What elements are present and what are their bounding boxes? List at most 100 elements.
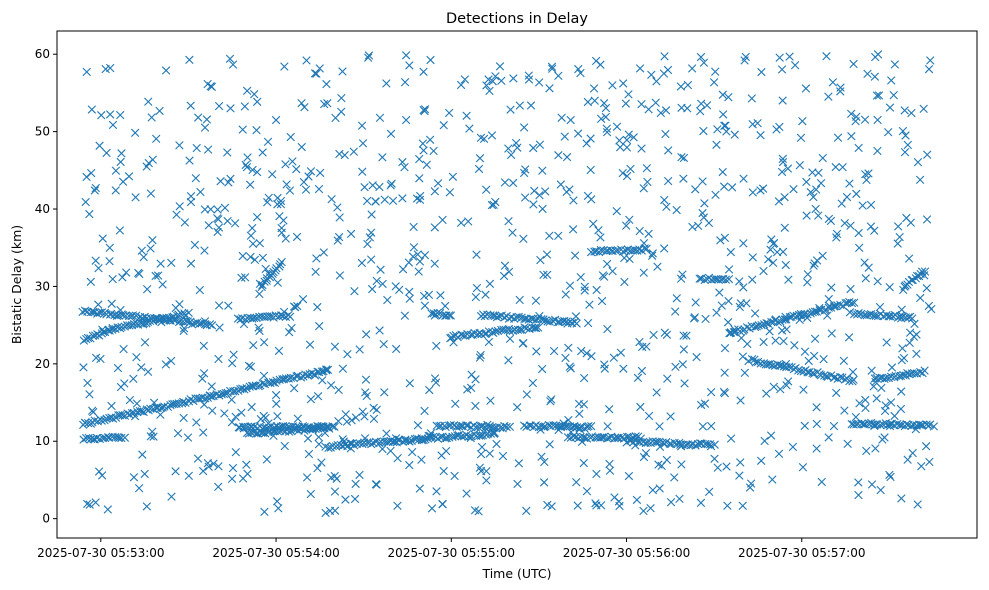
scatter-point: [771, 315, 780, 324]
scatter-point: [367, 228, 376, 237]
scatter-point: [683, 104, 692, 113]
scatter-point: [504, 216, 513, 226]
scatter-point: [401, 115, 411, 125]
scatter-point: [338, 435, 347, 444]
scatter-point: [586, 134, 595, 143]
scatter-point: [260, 507, 269, 517]
scatter-point: [116, 157, 125, 167]
scatter-point: [308, 425, 317, 434]
scatter-point: [603, 324, 612, 334]
scatter-point: [780, 192, 789, 202]
scatter-point: [167, 492, 176, 501]
scatter-point: [378, 153, 387, 162]
scatter-point: [202, 115, 212, 124]
scatter-point: [488, 77, 497, 86]
scatter-point: [80, 418, 90, 428]
scatter-point: [98, 234, 107, 243]
scatter-point: [173, 429, 183, 438]
scatter-point: [466, 383, 476, 393]
scatter-point: [852, 189, 861, 199]
track-point: [453, 332, 462, 342]
scatter-point: [843, 439, 852, 449]
scatter-point: [746, 479, 756, 488]
scatter-point: [314, 432, 323, 442]
scatter-point: [259, 371, 269, 380]
scatter-point: [778, 247, 788, 257]
scatter-point: [782, 381, 791, 390]
scatter-point: [712, 140, 721, 149]
scatter-point: [483, 420, 492, 430]
track-point: [908, 314, 917, 323]
scatter-point: [677, 460, 686, 469]
scatter-point: [583, 318, 593, 328]
scatter-point: [464, 217, 473, 226]
track-point: [514, 312, 524, 322]
scatter-point: [425, 385, 434, 395]
scatter-point: [802, 177, 811, 187]
scatter-point: [529, 200, 538, 209]
scatter-point: [105, 243, 114, 253]
scatter-point: [414, 267, 423, 276]
scatter-point: [860, 115, 870, 124]
scatter-point: [663, 176, 673, 186]
scatter-point: [153, 271, 163, 280]
track-point: [117, 433, 126, 443]
scatter-point: [506, 150, 516, 160]
scatter-point: [831, 162, 840, 172]
scatter-point: [366, 255, 376, 264]
scatter-point: [371, 197, 380, 206]
scatter-point: [556, 423, 566, 432]
scatter-point: [306, 395, 316, 404]
scatter-point: [696, 52, 706, 62]
x-tick-label: 2025-07-30 05:54:00: [212, 546, 339, 560]
scatter-point: [652, 77, 661, 86]
scatter-point: [587, 195, 596, 204]
scatter-point: [380, 388, 389, 397]
scatter-point: [666, 412, 675, 421]
scatter-point: [724, 296, 733, 306]
scatter-point: [139, 252, 148, 262]
scatter-point: [220, 409, 229, 418]
scatter-point: [262, 455, 272, 464]
scatter-point: [250, 90, 259, 99]
scatter-point: [350, 287, 359, 296]
track-point: [847, 298, 857, 308]
scatter-point: [425, 431, 435, 440]
scatter-point: [418, 139, 428, 148]
x-axis: 2025-07-30 05:53:00 2025-07-30 05:54:00 20…: [37, 538, 865, 560]
scatter-point: [312, 69, 321, 78]
scatter-point: [591, 499, 600, 508]
track-point: [102, 414, 111, 423]
scatter-point: [854, 478, 863, 487]
scatter-point: [258, 148, 267, 157]
track-point: [831, 301, 840, 311]
scatter-point: [208, 406, 217, 415]
scatter-point: [175, 141, 184, 150]
scatter-point: [237, 273, 246, 282]
scatter-point: [207, 382, 216, 391]
scatter-point: [846, 284, 855, 294]
scatter-point: [513, 479, 522, 489]
scatter-point: [889, 90, 898, 100]
scatter-point: [699, 126, 708, 136]
scatter-point: [782, 325, 791, 334]
scatter-point: [405, 61, 414, 70]
scatter-point: [768, 475, 777, 484]
track-point: [88, 307, 98, 317]
scatter-point: [388, 196, 398, 205]
scatter-point: [255, 289, 264, 299]
y-tick-label: 30: [35, 279, 50, 293]
scatter-point: [213, 214, 222, 223]
scatter-point: [156, 410, 165, 419]
scatter-point: [90, 186, 100, 195]
scatter-point: [131, 193, 140, 202]
scatter-point: [227, 474, 237, 484]
scatter-point: [538, 204, 547, 214]
scatter-point: [281, 160, 290, 169]
scatter-point: [875, 302, 885, 312]
scatter-point: [723, 318, 733, 327]
scatter-point: [446, 333, 455, 343]
scatter-point: [152, 134, 161, 143]
track-point: [569, 432, 578, 441]
scatter-point: [837, 199, 846, 208]
